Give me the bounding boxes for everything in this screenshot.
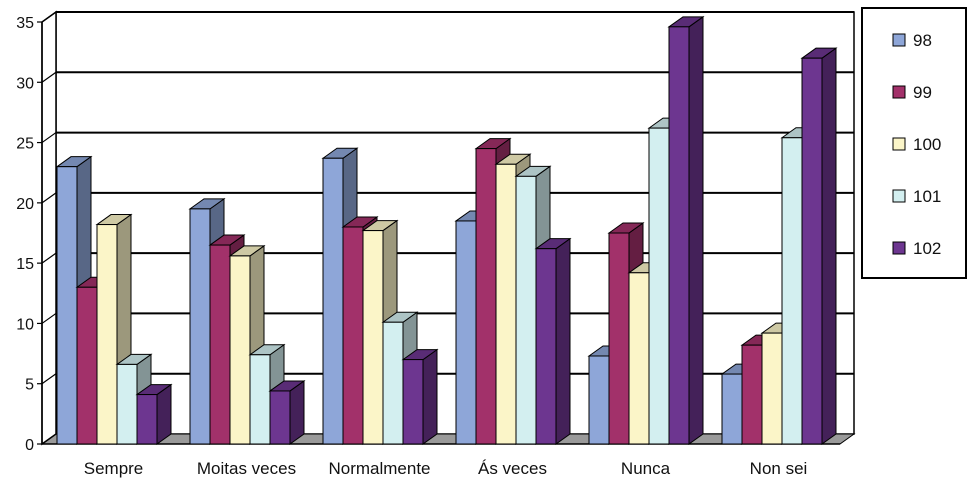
- y-tick-label: 10: [16, 316, 34, 333]
- bar-front: [209, 244, 231, 445]
- bar-front: [588, 355, 610, 445]
- bar-front: [76, 286, 98, 445]
- bar-side: [422, 348, 438, 445]
- bar-front: [608, 232, 630, 445]
- x-tick-label: Moitas veces: [197, 459, 296, 478]
- x-tick-label: Normalmente: [328, 459, 430, 478]
- bar-side: [289, 379, 305, 445]
- legend-item: 98: [892, 31, 932, 50]
- gridline-side: [41, 11, 57, 23]
- bar-front: [249, 354, 271, 445]
- y-tick-label: 5: [25, 377, 34, 394]
- gridline-side: [41, 192, 57, 204]
- bar: [401, 348, 439, 445]
- legend-label: 101: [913, 187, 941, 206]
- gridline-side: [41, 252, 57, 264]
- bar-front: [648, 127, 670, 445]
- y-tick-label: 20: [16, 196, 34, 213]
- x-axis-labels: Sempre Moitas veces Normalmente Ás veces Nun…: [84, 459, 808, 478]
- legend-swatch: [892, 189, 906, 203]
- legend-item: 99: [892, 83, 932, 102]
- legend-swatch: [892, 137, 906, 151]
- bar: [667, 15, 705, 445]
- x-tick-label: Nunca: [621, 459, 671, 478]
- bar-front: [189, 208, 211, 445]
- bar-side: [688, 15, 704, 445]
- legend-label: 100: [913, 135, 941, 154]
- bar: [800, 47, 838, 445]
- x-tick-label: Non sei: [750, 459, 808, 478]
- y-axis-ticks: 0 5 10 15 20 25 30 35: [16, 15, 840, 454]
- legend-label: 99: [913, 83, 932, 102]
- back-wall: [55, 11, 855, 435]
- bar-front: [781, 137, 803, 445]
- bar-front: [801, 57, 823, 445]
- legend: 98 99 100 101 102: [861, 7, 967, 279]
- legend-item: 102: [892, 239, 941, 258]
- y-tick-label: 15: [16, 256, 34, 273]
- gridline-side: [41, 312, 57, 324]
- legend-swatch: [892, 85, 906, 99]
- gridline-side: [41, 132, 57, 144]
- gridline-side: [41, 71, 57, 83]
- bar-front: [402, 359, 424, 445]
- bar-front: [362, 230, 384, 445]
- bar-front: [741, 344, 763, 445]
- legend-swatch: [892, 33, 906, 47]
- bar-front: [342, 226, 364, 445]
- bar-front: [455, 220, 477, 445]
- bar-front: [56, 166, 78, 445]
- bar-front: [495, 163, 517, 445]
- y-tick-label: 35: [16, 15, 34, 32]
- bar-front: [668, 26, 690, 445]
- legend-item: 100: [892, 135, 941, 154]
- bar-front: [322, 157, 344, 445]
- bar-front: [761, 332, 783, 445]
- bar: [135, 383, 173, 445]
- bar-front: [515, 175, 537, 445]
- y-tick-label: 30: [16, 75, 34, 92]
- legend-label: 98: [913, 31, 932, 50]
- bar-front: [628, 272, 650, 445]
- bar-front: [721, 373, 743, 445]
- bar-front: [229, 255, 251, 445]
- bars: [55, 15, 838, 445]
- legend-label: 102: [913, 239, 941, 258]
- x-tick-label: Sempre: [84, 459, 144, 478]
- bar: [268, 379, 306, 445]
- bar-front: [116, 363, 138, 445]
- legend-swatch: [892, 241, 906, 255]
- bar-front: [96, 224, 118, 445]
- bar-side: [821, 47, 837, 445]
- gridlines: [41, 11, 854, 385]
- bar: [534, 237, 572, 445]
- bar-front: [475, 148, 497, 445]
- legend-item: 101: [892, 187, 941, 206]
- bar-front: [535, 248, 557, 445]
- legend-box: [861, 7, 967, 279]
- bar-front: [269, 390, 291, 445]
- y-tick-label: 0: [25, 437, 34, 454]
- bar-front: [382, 321, 404, 445]
- x-tick-label: Ás veces: [478, 459, 547, 478]
- y-tick-label: 25: [16, 136, 34, 153]
- bar-side: [555, 237, 571, 445]
- gridline-side: [41, 373, 57, 385]
- bar-front: [136, 394, 158, 445]
